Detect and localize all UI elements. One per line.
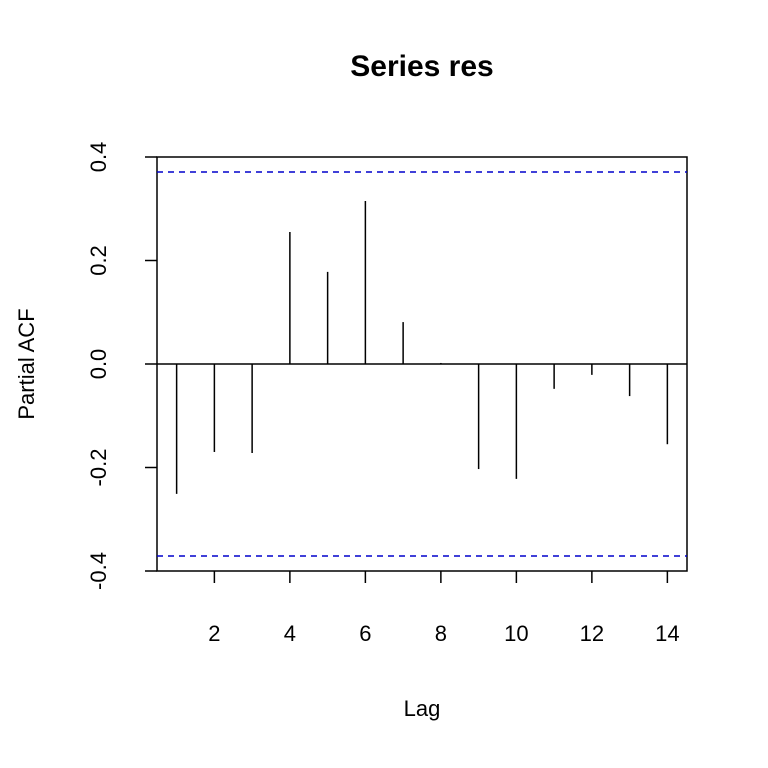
x-tick-label: 12 bbox=[580, 621, 604, 646]
x-tick-label: 10 bbox=[504, 621, 528, 646]
y-tick-label: 0.0 bbox=[86, 349, 111, 380]
x-tick-label: 2 bbox=[208, 621, 220, 646]
x-tick-label: 6 bbox=[359, 621, 371, 646]
y-tick-label: 0.4 bbox=[86, 142, 111, 173]
y-tick-label: 0.2 bbox=[86, 245, 111, 276]
chart-title: Series res bbox=[350, 50, 493, 83]
x-tick-label: 14 bbox=[655, 621, 679, 646]
y-axis-label: Partial ACF bbox=[14, 308, 39, 419]
y-tick-label: -0.2 bbox=[86, 449, 111, 487]
x-tick-label: 8 bbox=[435, 621, 447, 646]
x-tick-label: 4 bbox=[284, 621, 296, 646]
x-axis-label: Lag bbox=[404, 696, 441, 721]
y-tick-label: -0.4 bbox=[86, 552, 111, 590]
